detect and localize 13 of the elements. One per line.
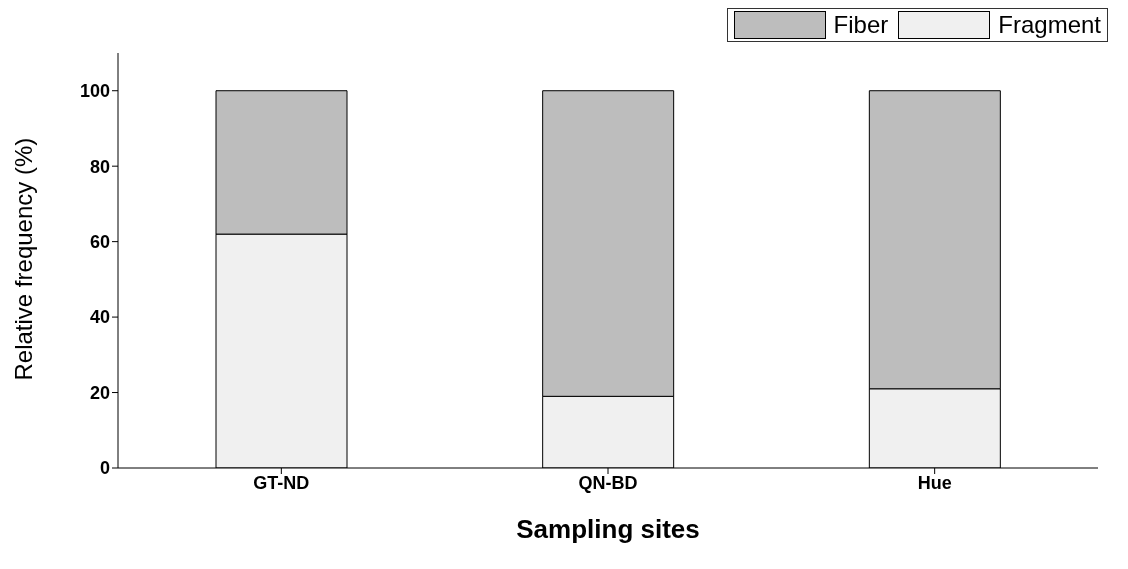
x-tick-label: Hue [917, 472, 952, 493]
legend-label: Fragment [998, 11, 1101, 39]
y-tick-label: 40 [89, 307, 110, 328]
legend-label: Fiber [833, 11, 889, 39]
y-tick-label: 0 [99, 458, 110, 479]
x-tick-label: QN-BD [578, 472, 638, 493]
x-tick-label: GT-ND [253, 472, 310, 493]
y-tick-label: 60 [89, 232, 110, 253]
y-axis-title: Relative frequency (%) [9, 137, 37, 381]
x-axis-title: Sampling sites [516, 514, 700, 544]
y-tick-label: 100 [79, 81, 110, 102]
y-tick-label: 80 [89, 156, 110, 177]
y-tick-label: 20 [89, 382, 110, 403]
